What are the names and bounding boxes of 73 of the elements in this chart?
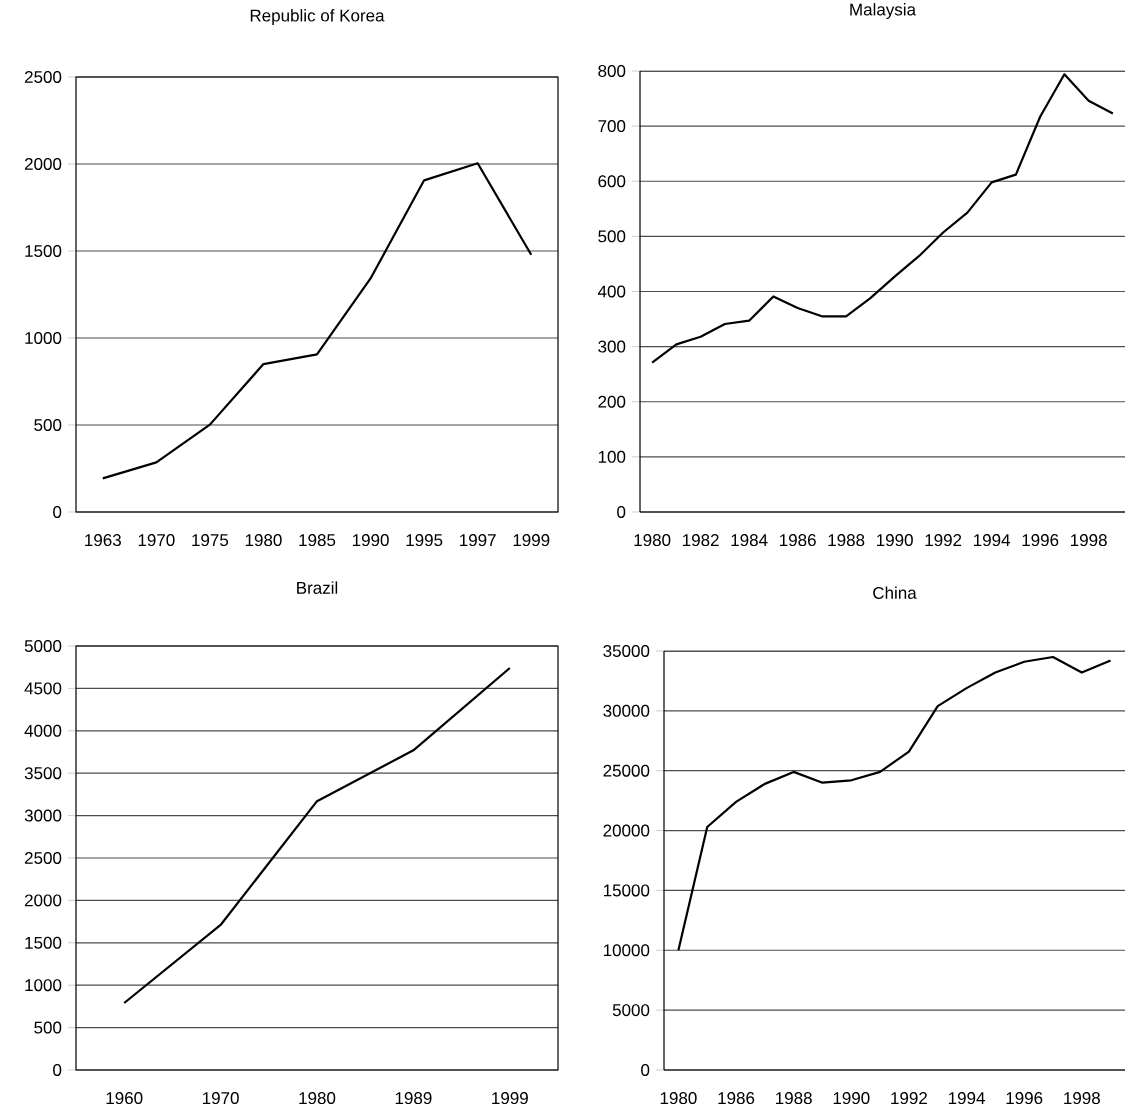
x-tick-label: 1990: [352, 534, 389, 547]
y-tick-label: 200: [598, 395, 626, 408]
chart-title: China: [873, 586, 917, 599]
y-tick-label: 20000: [603, 824, 650, 837]
x-tick-label: 1999: [513, 534, 550, 547]
x-tick-label: 1988: [776, 1092, 812, 1105]
x-tick-label: 1997: [460, 534, 496, 547]
x-tick-label: 1960: [106, 1092, 143, 1105]
x-tick-label: 1986: [718, 1092, 755, 1105]
y-tick-label: 0: [617, 505, 626, 518]
x-tick-label: 1963: [85, 534, 121, 547]
x-tick-label: 1986: [780, 534, 816, 547]
y-tick-label: 700: [598, 120, 626, 133]
line-series: [123, 666, 511, 1005]
y-tick-label: 500: [598, 230, 626, 243]
y-tick-label: 600: [598, 175, 626, 188]
x-tick-label: 1995: [406, 534, 443, 547]
y-tick-label: 25000: [603, 764, 650, 777]
y-tick-label: 0: [53, 505, 62, 518]
y-tick-label: 4000: [24, 724, 62, 737]
y-tick-label: 4500: [24, 682, 62, 695]
y-tick-label: 2000: [24, 894, 62, 907]
y-tick-label: 1000: [25, 331, 62, 344]
x-tick-label: 1980: [299, 1092, 336, 1105]
x-tick-label: 1970: [138, 534, 175, 547]
y-tick-label: 300: [598, 340, 626, 353]
x-tick-label: 1990: [833, 1092, 870, 1105]
x-tick-label: 1994: [948, 1092, 985, 1105]
y-tick-label: 500: [34, 1021, 62, 1034]
chart-title: Brazil: [297, 581, 338, 594]
y-tick-label: 10000: [603, 944, 650, 957]
y-tick-label: 35000: [603, 644, 650, 657]
y-tick-label: 400: [597, 285, 626, 298]
x-tick-label: 1980: [245, 534, 282, 547]
y-tick-label: 2500: [24, 851, 62, 864]
y-tick-label: 1000: [25, 979, 62, 992]
x-tick-label: 1992: [891, 1092, 927, 1105]
y-tick-label: 500: [34, 418, 62, 431]
x-tick-label: 1982: [683, 534, 719, 547]
y-tick-label: 5000: [24, 639, 62, 652]
y-tick-label: 3500: [24, 767, 62, 780]
y-tick-label: 30000: [603, 704, 650, 717]
y-tick-label: 100: [598, 450, 626, 463]
y-tick-label: 5000: [612, 1004, 650, 1017]
y-tick-label: 0: [53, 1063, 62, 1076]
line-series: [677, 655, 1112, 952]
x-tick-label: 1980: [660, 1092, 697, 1105]
y-tick-label: 2500: [24, 70, 62, 83]
y-tick-label: 1500: [25, 244, 62, 257]
x-tick-label: 1996: [1022, 534, 1059, 547]
y-tick-label: 3000: [24, 809, 62, 822]
x-tick-label: 1985: [299, 534, 336, 547]
y-tick-label: 1500: [25, 936, 62, 949]
x-tick-label: 1998: [1064, 1092, 1100, 1105]
y-tick-label: 15000: [603, 884, 650, 897]
x-tick-label: 1998: [1071, 534, 1107, 547]
y-tick-label: 2000: [24, 157, 62, 170]
x-tick-label: 1980: [634, 534, 671, 547]
x-tick-label: 1988: [828, 534, 865, 547]
y-tick-label: 0: [641, 1063, 650, 1076]
x-tick-label: 1975: [192, 534, 229, 547]
chart-title: Malaysia: [850, 3, 917, 19]
x-tick-label: 1990: [877, 534, 913, 547]
x-tick-label: 1992: [925, 534, 962, 547]
y-tick-label: 800: [598, 64, 626, 77]
x-tick-label: 1970: [202, 1092, 239, 1105]
x-tick-label: 1984: [731, 534, 768, 547]
line-series: [101, 162, 533, 480]
chart-title: Republic of Korea: [250, 9, 385, 25]
x-tick-label: 1999: [492, 1092, 528, 1105]
x-tick-label: 1996: [1006, 1092, 1043, 1105]
x-tick-label: 1989: [395, 1092, 432, 1105]
x-tick-label: 1994: [974, 534, 1011, 547]
